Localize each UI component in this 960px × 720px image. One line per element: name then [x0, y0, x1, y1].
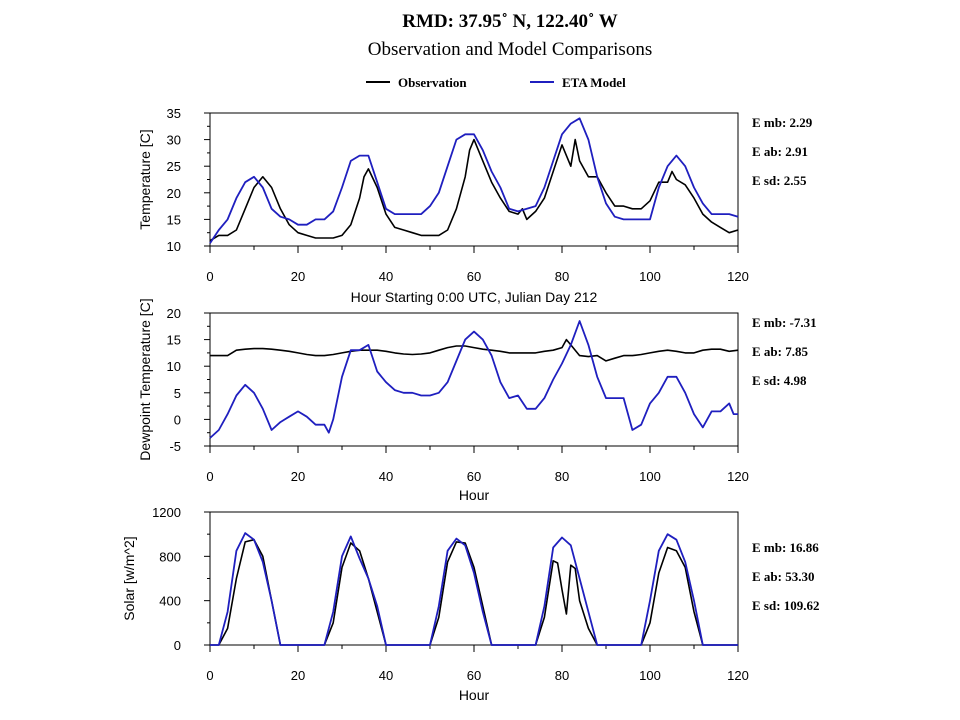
- temperature-x-tick-label: 120: [727, 269, 749, 284]
- temperature-y-tick-label: 35: [167, 106, 181, 121]
- dewpoint-series-eta-model: [209, 320, 738, 439]
- temperature-x-tick-label: 80: [555, 269, 569, 284]
- dewpoint-x-tick-label: 60: [467, 469, 481, 484]
- temperature-stat-label: E ab: 2.91: [752, 144, 808, 159]
- temperature-series-observation: [209, 138, 739, 242]
- chart-subtitle: Observation and Model Comparisons: [368, 39, 652, 60]
- legend-label-eta-model: ETA Model: [562, 75, 626, 90]
- solar-x-tick-label: 20: [291, 668, 305, 683]
- temperature-stat-label: E sd: 2.55: [752, 173, 807, 188]
- temperature-y-tick-label: 15: [167, 212, 181, 227]
- solar-series-eta-model: [210, 532, 738, 646]
- dewpoint-y-tick-label: 20: [167, 306, 181, 321]
- solar-y-tick-label: 1200: [152, 505, 181, 520]
- solar-stat-label: E mb: 16.86: [752, 540, 819, 555]
- solar-plot-area: [209, 511, 739, 646]
- solar-y-tick-label: 0: [174, 638, 181, 653]
- temperature-series-eta-model: [209, 117, 739, 244]
- dewpoint-x-tick-label: 0: [206, 469, 213, 484]
- temperature-plot-area: [209, 112, 739, 247]
- dewpoint-stat-label: E ab: 7.85: [752, 344, 808, 359]
- solar-y-axis-title: Solar [w/m^2]: [121, 536, 137, 620]
- temperature-x-tick-label: 100: [639, 269, 661, 284]
- solar-x-tick-label: 120: [727, 668, 749, 683]
- legend-label-observation: Observation: [398, 75, 467, 90]
- dewpoint-y-tick-label: 15: [167, 333, 181, 348]
- solar-panel: 0 400 800 1200 0 20 40 60 80 100 120 Hour Solar [w/m…: [121, 505, 820, 703]
- dewpoint-x-tick-label: 120: [727, 469, 749, 484]
- solar-stat-label: E ab: 53.30: [752, 569, 814, 584]
- temperature-x-tick-label: 60: [467, 269, 481, 284]
- dewpoint-y-tick-label: 10: [167, 359, 181, 374]
- temperature-x-tick-label: 0: [206, 269, 213, 284]
- solar-x-tick-label: 40: [379, 668, 393, 683]
- temperature-stat-label: E mb: 2.29: [752, 115, 813, 130]
- temperature-x-tick-label: 20: [291, 269, 305, 284]
- dewpoint-x-tick-label: 80: [555, 469, 569, 484]
- temperature-y-tick-label: 25: [167, 159, 181, 174]
- dewpoint-series-observation: [210, 338, 739, 362]
- dewpoint-x-tick-label: 20: [291, 469, 305, 484]
- dewpoint-y-tick-label: 0: [174, 412, 181, 427]
- temperature-x-axis-title: Hour Starting 0:00 UTC, Julian Day 212: [351, 289, 598, 305]
- dewpoint-stat-label: E sd: 4.98: [752, 373, 807, 388]
- solar-y-tick-label: 400: [159, 594, 181, 609]
- dewpoint-y-axis-title: Dewpoint Temperature [C]: [137, 298, 153, 460]
- solar-x-tick-label: 0: [206, 668, 213, 683]
- solar-x-tick-label: 100: [639, 668, 661, 683]
- temperature-panel: 10 15 20 25 30 35 0 20 40 60 80 100 120 Hour Starting…: [137, 106, 813, 305]
- temperature-y-tick-label: 10: [167, 239, 181, 254]
- temperature-y-tick-label: 20: [167, 186, 181, 201]
- dewpoint-x-tick-label: 100: [639, 469, 661, 484]
- solar-x-axis-title: Hour: [459, 687, 490, 703]
- dewpoint-x-axis-title: Hour: [459, 487, 490, 503]
- dewpoint-y-tick-label: -5: [169, 439, 181, 454]
- temperature-y-tick-label: 30: [167, 133, 181, 148]
- chart-title: RMD: 37.95˚ N, 122.40˚ W: [402, 11, 618, 32]
- solar-x-tick-label: 60: [467, 668, 481, 683]
- legend: Observation ETA Model: [366, 75, 626, 90]
- solar-y-tick-label: 800: [159, 549, 181, 564]
- temperature-y-axis-title: Temperature [C]: [137, 129, 153, 229]
- temperature-x-tick-label: 40: [379, 269, 393, 284]
- solar-x-tick-label: 80: [555, 668, 569, 683]
- dewpoint-y-tick-label: 5: [174, 386, 181, 401]
- dewpoint-plot-area: [209, 312, 739, 447]
- dewpoint-panel: -5 0 5 10 15 20 0 20 40 60 80 100 120 Hour Dewpoint Te…: [137, 298, 817, 503]
- dewpoint-x-tick-label: 40: [379, 469, 393, 484]
- solar-stat-label: E sd: 109.62: [752, 598, 820, 613]
- dewpoint-stat-label: E mb: -7.31: [752, 315, 817, 330]
